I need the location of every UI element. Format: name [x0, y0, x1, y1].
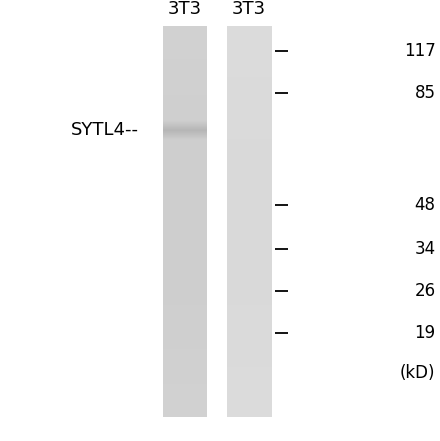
Text: 26: 26: [414, 282, 436, 300]
Text: 3T3: 3T3: [231, 0, 266, 18]
Text: 85: 85: [414, 84, 436, 101]
Text: 48: 48: [414, 196, 436, 214]
Text: SYTL4--: SYTL4--: [70, 121, 139, 139]
Text: 117: 117: [404, 42, 436, 60]
Text: 34: 34: [414, 240, 436, 258]
Text: 19: 19: [414, 324, 436, 342]
Text: (kD): (kD): [400, 364, 436, 381]
Text: 3T3: 3T3: [168, 0, 202, 18]
